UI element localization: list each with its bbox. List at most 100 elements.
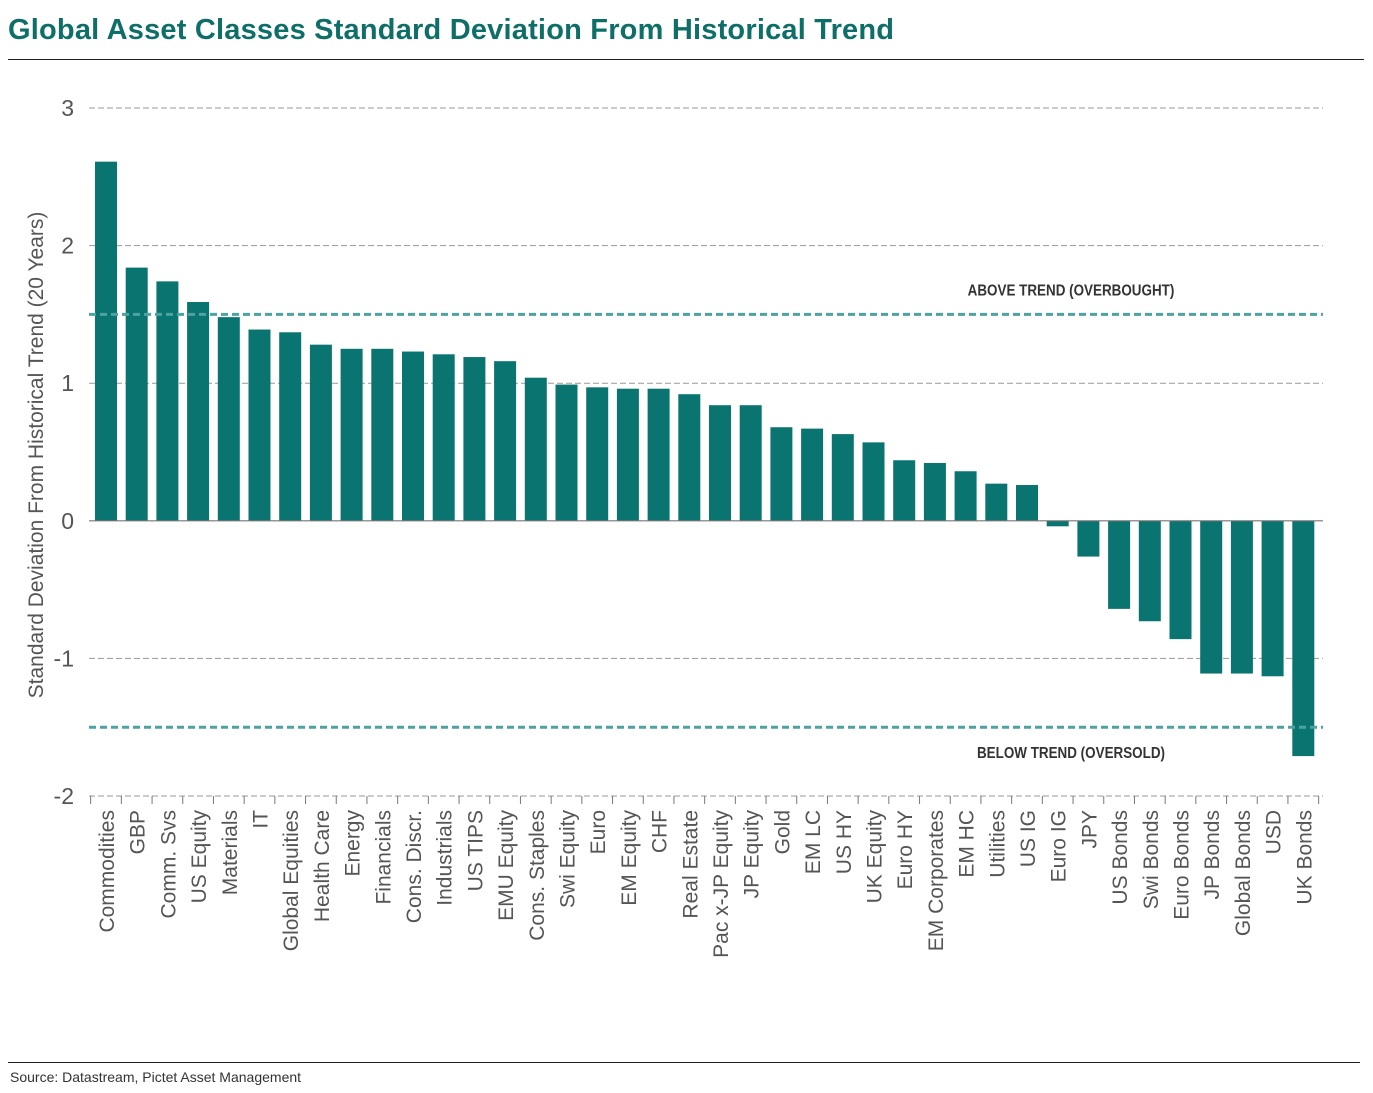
bar [95, 161, 117, 521]
bar [1292, 520, 1315, 757]
category-label: EM Equity [618, 810, 641, 906]
category-label: Health Care [311, 810, 334, 922]
bar [279, 332, 302, 521]
bar [463, 357, 486, 521]
y-tick-label: 2 [61, 233, 74, 259]
bar [1200, 520, 1223, 674]
bar [432, 354, 455, 521]
category-label: EMU Equity [495, 810, 518, 921]
bar [831, 434, 854, 521]
bar [1169, 520, 1192, 640]
y-tick-label: -2 [54, 783, 74, 809]
bar [923, 463, 946, 521]
category-label: Commodities [96, 810, 119, 933]
bar [709, 405, 731, 521]
category-label: Swi Bonds [1140, 810, 1163, 909]
bar [187, 302, 210, 521]
y-tick-label: -1 [54, 645, 74, 671]
chart-title: Global Asset Classes Standard Deviation … [8, 14, 895, 46]
category-label: Materials [219, 810, 242, 895]
category-label: Euro IG [1048, 810, 1071, 882]
y-axis-ticks: 3 2 1 0 -1 -2 [54, 95, 74, 809]
threshold-label: ABOVE TREND (OVERBOUGHT) [968, 282, 1175, 299]
x-axis-ticks [90, 796, 1320, 804]
category-label: JPY [1078, 810, 1101, 849]
bar-chart: 3 2 1 0 -1 -2 ABOVE TREND (OVERBOUGHT) BELOW T… [25, 95, 1323, 958]
category-label: Pac x-JP Equity [710, 810, 733, 958]
bar [340, 348, 363, 521]
bar [248, 329, 271, 521]
bar [1016, 485, 1038, 521]
bar [985, 483, 1008, 521]
category-label: JP Equity [741, 810, 764, 899]
bar [217, 317, 240, 521]
threshold-lines: ABOVE TREND (OVERBOUGHT) BELOW TREND (OVE… [89, 282, 1323, 763]
category-label: UK Equity [864, 810, 887, 904]
category-label: Euro [587, 810, 610, 854]
bar [586, 387, 609, 521]
source-divider [8, 1062, 1360, 1063]
y-tick-label: 3 [61, 95, 74, 121]
bar [1230, 520, 1253, 674]
category-label: CHF [649, 810, 672, 853]
category-label: EM HC [956, 810, 979, 878]
source-note: Source: Datastream, Pictet Asset Managem… [10, 1069, 302, 1085]
gridlines [89, 107, 1323, 797]
category-labels: Commodities GBP Comm. Svs US Equity Material… [96, 810, 1316, 958]
y-tick-label: 1 [61, 370, 74, 396]
category-label: USD [1263, 810, 1286, 854]
bar [770, 427, 793, 521]
category-label: US TIPS [464, 810, 487, 891]
bar [555, 384, 578, 521]
bar [954, 471, 977, 521]
bar [893, 460, 916, 521]
category-label: IT [250, 810, 273, 829]
bar [616, 388, 639, 521]
title-divider [8, 59, 1364, 60]
category-label: Gold [771, 810, 794, 854]
category-label: Global Bonds [1232, 810, 1255, 936]
bar [309, 344, 332, 521]
bar [156, 281, 179, 521]
category-label: Utilities [986, 810, 1009, 878]
bar [524, 377, 547, 521]
category-label: Cons. Staples [526, 810, 549, 941]
bar [1046, 520, 1069, 527]
category-label: Comm. Svs [157, 810, 180, 919]
category-label: Financials [372, 810, 395, 905]
bar [1077, 520, 1100, 557]
category-label: US Bonds [1109, 810, 1132, 905]
category-label: EM Corporates [925, 810, 948, 951]
bar [1138, 520, 1161, 622]
category-label: GBP [127, 810, 150, 854]
bar [494, 361, 517, 521]
category-label: Energy [342, 810, 365, 877]
category-label: Swi Equity [557, 810, 580, 909]
category-label: US IG [1017, 810, 1040, 867]
bar [1261, 520, 1284, 677]
y-axis-label: Standard Deviation From Historical Trend… [25, 212, 48, 699]
category-label: Real Estate [679, 810, 702, 919]
bars [95, 161, 1315, 757]
threshold-label: BELOW TREND (OVERSOLD) [977, 745, 1165, 762]
category-label: US HY [833, 810, 856, 874]
bar [402, 351, 424, 521]
bar [1108, 520, 1131, 609]
category-label: US Equity [188, 810, 211, 904]
bar [739, 405, 762, 521]
category-label: Industrials [434, 810, 457, 906]
bar [862, 442, 885, 521]
category-label: UK Bonds [1293, 810, 1316, 905]
y-tick-label: 0 [61, 508, 74, 534]
category-label: JP Bonds [1201, 810, 1224, 900]
bar [371, 348, 394, 521]
bar [647, 388, 670, 521]
category-label: Euro HY [894, 810, 917, 889]
category-label: Global Equities [280, 810, 303, 951]
bar [125, 267, 148, 521]
bar [678, 394, 701, 521]
category-label: Cons. Discr. [403, 810, 426, 923]
bar [801, 428, 824, 521]
category-label: EM LC [802, 810, 825, 874]
category-label: Euro Bonds [1171, 810, 1194, 920]
